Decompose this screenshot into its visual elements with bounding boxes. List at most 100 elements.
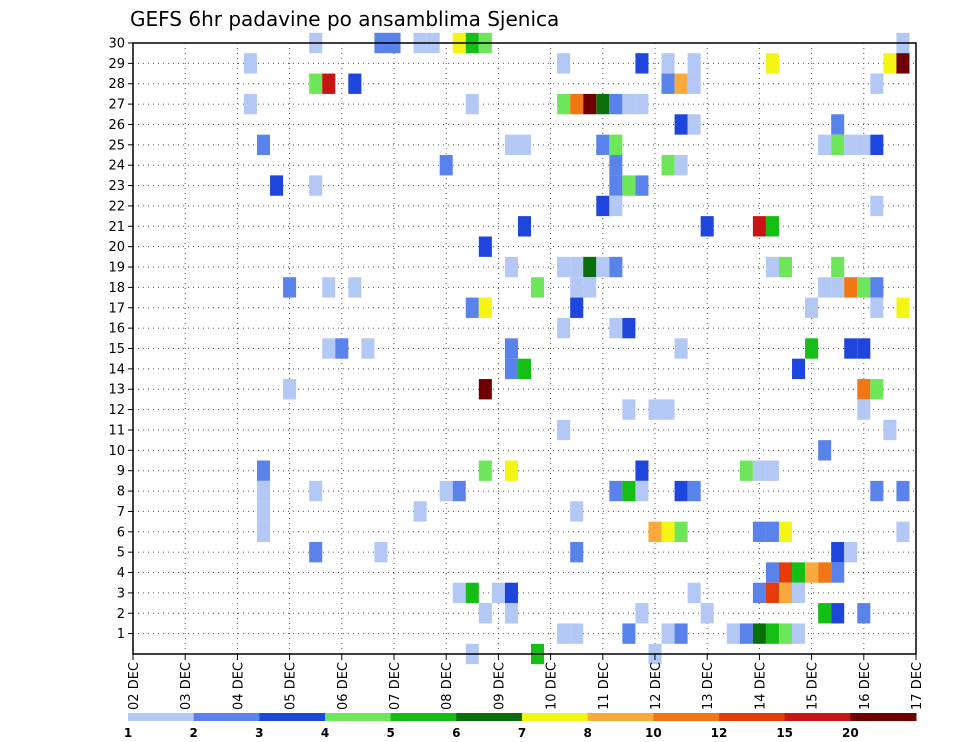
heatmap-cell [818, 562, 832, 583]
heatmap-cell [256, 501, 271, 522]
heatmap-cell [557, 93, 571, 115]
y-tick-label: 28 [108, 77, 125, 92]
y-tick-label: 29 [108, 57, 125, 72]
heatmap-cell [609, 155, 623, 176]
heatmap-cell [583, 256, 597, 278]
colorbar-swatch [259, 713, 326, 721]
heatmap-cell [831, 114, 845, 135]
heatmap-cell [726, 623, 740, 644]
colorbar-label: 15 [776, 726, 793, 740]
heatmap-cell [361, 338, 375, 359]
heatmap-cell [478, 460, 492, 481]
data-cells [243, 32, 910, 665]
heatmap-cell [687, 480, 701, 502]
heatmap-cell [661, 399, 675, 420]
heatmap-cell [661, 53, 675, 74]
heatmap-cell [478, 379, 492, 400]
y-tick-label: 12 [108, 403, 125, 418]
colorbar-label: 12 [711, 726, 728, 740]
x-tick-label: 07 DEC [388, 662, 403, 710]
x-tick-label: 04 DEC [231, 662, 246, 710]
x-tick-label: 16 DEC [858, 662, 873, 710]
heatmap-cell [557, 317, 571, 339]
x-tick-label: 14 DEC [753, 662, 768, 710]
colorbar-swatch [784, 713, 851, 721]
heatmap-cell [504, 256, 518, 278]
heatmap-cell [805, 297, 819, 318]
heatmap-cell [635, 460, 649, 481]
heatmap-cell [570, 93, 584, 115]
y-tick-label: 21 [108, 220, 125, 235]
heatmap-cell [452, 480, 466, 502]
heatmap-cell [504, 460, 518, 481]
heatmap-cell [661, 155, 675, 176]
heatmap-cell [857, 134, 871, 156]
heatmap-cell [805, 562, 819, 583]
heatmap-cell [622, 317, 636, 339]
y-tick-label: 27 [108, 98, 125, 113]
y-tick-label: 11 [108, 423, 125, 438]
heatmap-cell [270, 175, 284, 196]
heatmap-cell [792, 623, 806, 644]
heatmap-cell [752, 521, 766, 542]
heatmap-cell [765, 460, 779, 481]
heatmap-cell [674, 338, 688, 359]
heatmap-cell [778, 521, 793, 542]
colorbar-swatch [193, 713, 260, 721]
y-tick-label: 8 [117, 485, 125, 500]
heatmap-cell [557, 53, 571, 74]
heatmap-cell [596, 256, 610, 278]
heatmap-cell [870, 134, 884, 156]
y-tick-label: 14 [108, 362, 125, 377]
heatmap-cell [896, 480, 910, 502]
colorbar-label: 2 [189, 726, 197, 740]
heatmap-cell [687, 73, 701, 94]
heatmap-cell [857, 277, 871, 298]
heatmap-cell [752, 460, 766, 481]
heatmap-cell [674, 114, 688, 135]
heatmap-cell [752, 623, 766, 644]
y-tick-label: 17 [108, 301, 125, 316]
heatmap-cell [478, 297, 492, 318]
heatmap-cell [504, 603, 518, 624]
y-tick-label: 5 [117, 546, 125, 561]
heatmap-cell [831, 562, 845, 583]
heatmap-cell [765, 53, 779, 74]
heatmap-cell [609, 93, 623, 115]
heatmap-cell [439, 480, 453, 502]
x-tick-label: 08 DEC [440, 662, 455, 710]
colorbar-swatch [850, 713, 917, 721]
heatmap-cell [557, 419, 571, 441]
heatmap-cell [739, 460, 753, 481]
x-tick-label: 09 DEC [492, 662, 507, 710]
heatmap-cell [687, 114, 701, 135]
colorbar-label: 10 [645, 726, 662, 740]
heatmap-cell [883, 419, 897, 441]
heatmap-cell [478, 603, 492, 624]
heatmap-cell [896, 521, 910, 542]
colorbar-label: 5 [386, 726, 394, 740]
heatmap-cell [818, 134, 832, 156]
colorbar-swatch [325, 713, 392, 721]
heatmap-cell [504, 134, 518, 156]
heatmap-cell [752, 216, 766, 237]
heatmap-cell [609, 134, 623, 156]
heatmap-cell [309, 175, 323, 196]
colorbar-label: 4 [321, 726, 329, 740]
heatmap-cell [557, 623, 571, 644]
heatmap-cell [687, 53, 701, 74]
heatmap-cell [622, 93, 636, 115]
heatmap-cell [243, 93, 257, 115]
heatmap-cell [413, 501, 427, 522]
heatmap-cell [857, 603, 871, 624]
heatmap-cell [778, 562, 793, 583]
heatmap-cell [896, 53, 910, 74]
heatmap-cell [635, 53, 649, 74]
y-tick-label: 16 [108, 322, 125, 337]
colorbar-swatch [128, 713, 195, 721]
y-tick-label: 3 [117, 586, 125, 601]
heatmap-cell [778, 582, 793, 604]
heatmap-cell [831, 603, 845, 624]
y-tick-label: 4 [117, 566, 125, 581]
heatmap-cell [309, 480, 323, 502]
